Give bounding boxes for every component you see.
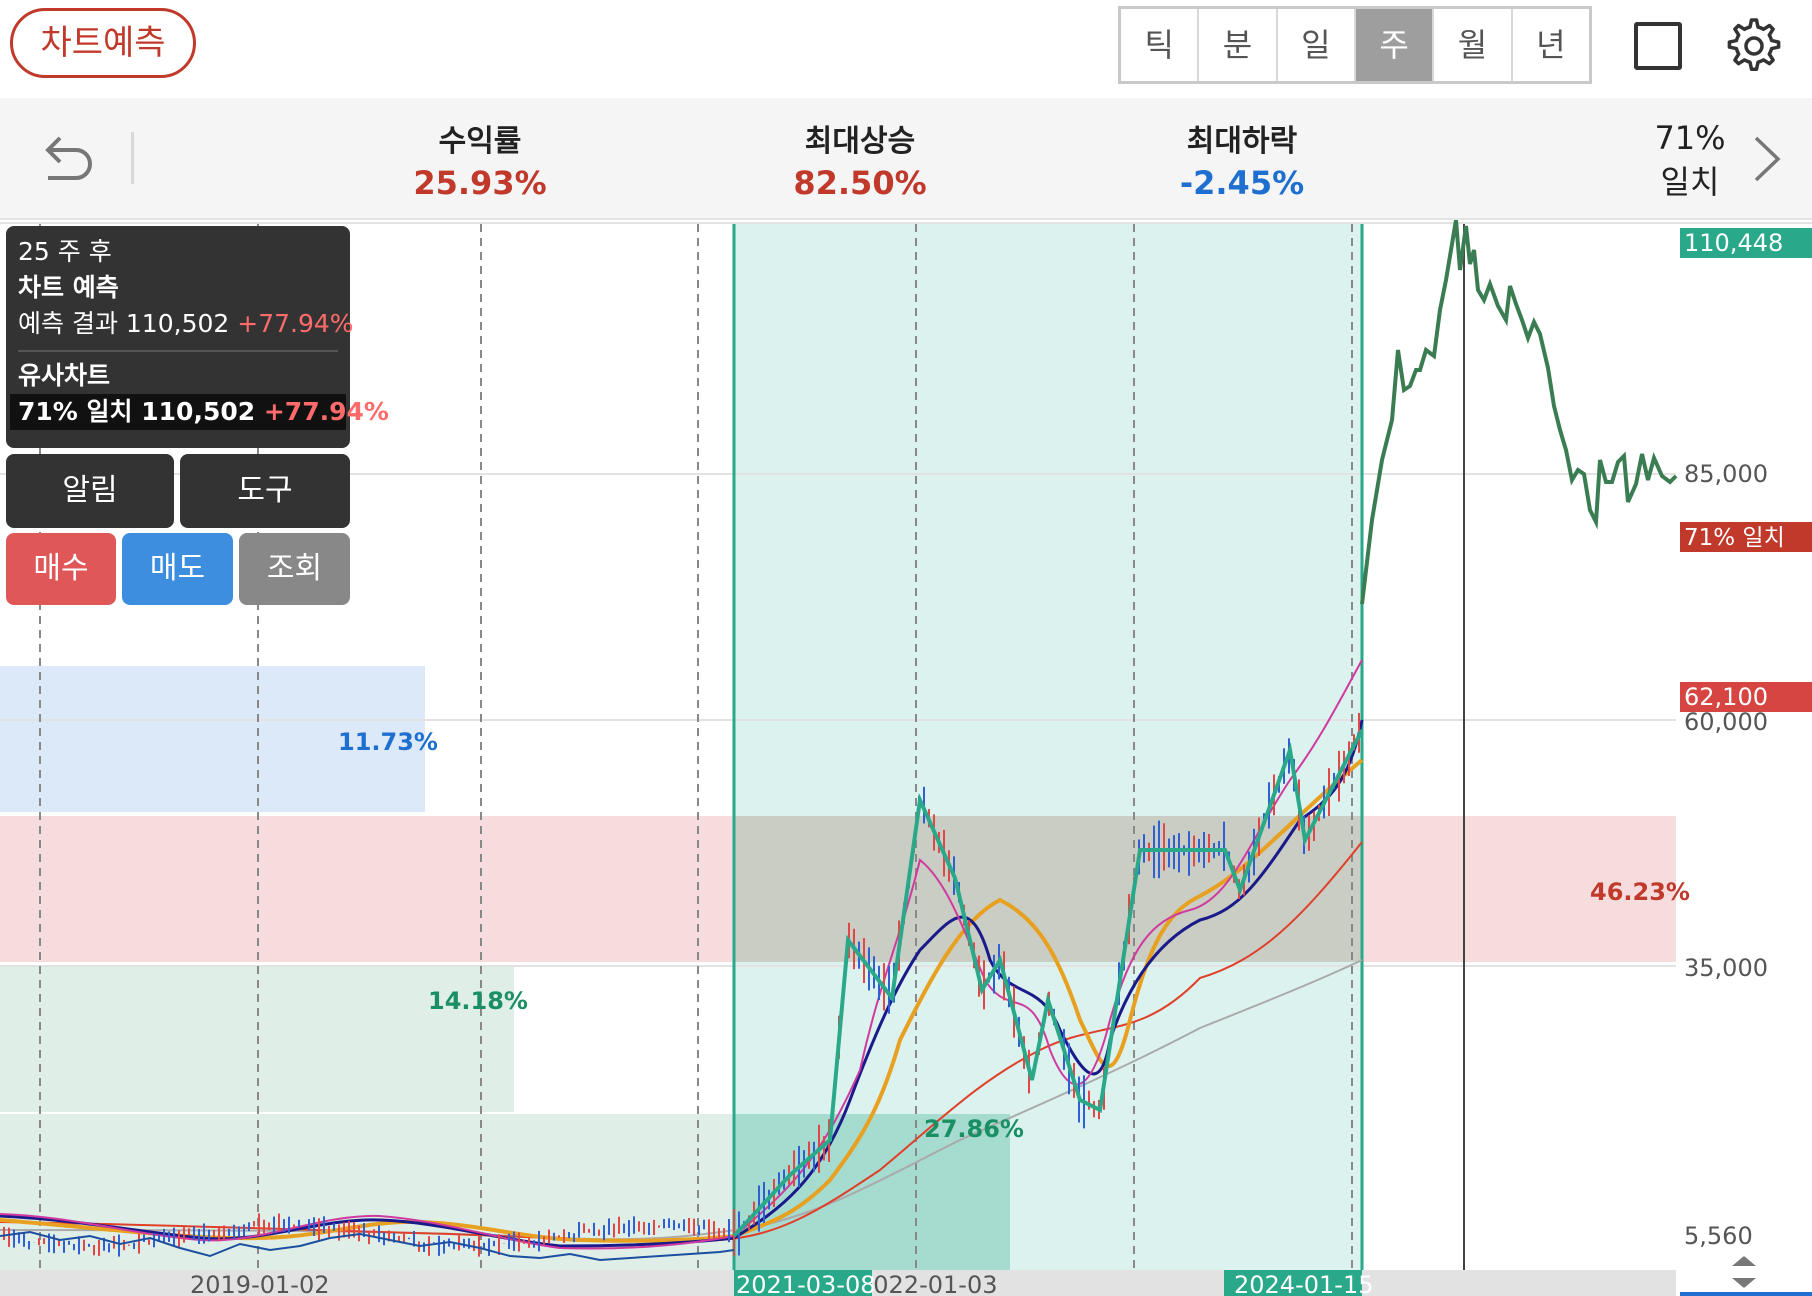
chart-predict-button[interactable]: 차트예측 — [10, 8, 196, 78]
buy-button[interactable]: 매수 — [6, 533, 116, 605]
match-percent: 71% — [1654, 119, 1726, 157]
match-tag: 71% 일치 — [1684, 525, 1785, 551]
x-label-2019: 2019-01-02 — [190, 1271, 329, 1296]
similar-match: 71% 일치 — [18, 397, 133, 426]
result-change: +77.94% — [237, 309, 354, 338]
similar-result-row: 71% 일치 110,502 +77.94% — [10, 394, 389, 430]
match-tag-bg — [1680, 522, 1812, 552]
period-tab-week[interactable]: 주 — [1355, 9, 1435, 81]
prediction-title: 차트 예측 — [18, 273, 119, 302]
max-rise-label: 최대상승 — [804, 124, 916, 159]
result-label: 예측 결과 — [18, 309, 118, 338]
top-price-tag-bg — [1680, 228, 1812, 258]
period-tab-minute[interactable]: 분 — [1199, 9, 1278, 81]
x-label-start: 2021-03-08 — [736, 1271, 875, 1296]
fullscreen-square-icon[interactable] — [1634, 22, 1682, 70]
max-rise-value: 82.50% — [793, 164, 927, 202]
match-indicator[interactable]: 71% 일치 — [1620, 116, 1760, 204]
max-fall-stat: 최대하락 -2.45% — [1112, 116, 1372, 202]
current-price-tag: 62,100 — [1684, 683, 1768, 711]
result-value: 110,502 — [125, 309, 230, 338]
chevron-right-icon[interactable] — [1750, 134, 1784, 184]
return-stat: 수익률 25.93% — [350, 116, 610, 202]
period-selector: 틱 분 일 주 월 년 — [1118, 6, 1592, 84]
chart-area[interactable]: 110,448 85,000 71% 일치 60,000 62,100 35,0… — [0, 220, 1812, 1296]
axis-label-35000: 35,000 — [1684, 954, 1768, 982]
similar-period-zone — [734, 224, 1362, 1270]
weeks-after: 25 주 후 — [18, 237, 112, 266]
ma10-line — [0, 719, 1364, 1248]
axis-label-5560: 5,560 — [1684, 1222, 1753, 1250]
period-tab-month[interactable]: 월 — [1434, 9, 1513, 81]
axis-label-60000: 60,000 — [1684, 708, 1768, 736]
similar-value: 110,502 — [141, 397, 256, 426]
similar-title: 유사차트 — [18, 361, 111, 390]
similar-change: +77.94% — [263, 397, 389, 426]
price-line-history — [0, 1230, 735, 1262]
x-label-2022: 2022-01-03 — [858, 1271, 997, 1296]
sell-button[interactable]: 매도 — [122, 533, 233, 605]
similar-chart-line — [1360, 220, 1678, 605]
match-label: 일치 — [1660, 163, 1720, 201]
stats-bar: 수익률 25.93% 최대상승 82.50% 최대하락 -2.45% 71% 일… — [0, 98, 1812, 220]
zone-blue — [0, 666, 425, 812]
tool-button[interactable]: 도구 — [180, 454, 350, 528]
price-chart[interactable]: 110,448 85,000 71% 일치 60,000 62,100 35,0… — [0, 220, 1812, 1296]
annotation-green-lower: 27.86% — [924, 1115, 1024, 1143]
period-tab-year[interactable]: 년 — [1536, 26, 1566, 64]
undo-icon[interactable] — [36, 128, 98, 188]
annotation-red: 46.23% — [1590, 878, 1690, 906]
annotation-blue: 11.73% — [338, 728, 438, 756]
axis-scale-handle[interactable] — [1680, 1256, 1812, 1296]
return-value: 25.93% — [413, 164, 547, 202]
axis-label-85000: 85,000 — [1684, 460, 1768, 488]
prediction-result-row: 예측 결과 110,502 +77.94% — [18, 306, 354, 342]
return-label: 수익률 — [438, 124, 522, 159]
alarm-button[interactable]: 알림 — [6, 454, 174, 528]
x-label-start-bg — [734, 1270, 872, 1296]
x-label-end: 2024-01-15 — [1234, 1271, 1373, 1296]
info-divider — [18, 350, 338, 352]
gear-icon[interactable] — [1724, 16, 1784, 76]
period-tab-day[interactable]: 일 — [1278, 9, 1356, 81]
x-label-end-bg — [1224, 1270, 1362, 1296]
max-rise-stat: 최대상승 82.50% — [730, 116, 990, 202]
divider — [131, 132, 134, 184]
annotation-green-upper: 14.18% — [428, 987, 528, 1015]
overlap-zone — [734, 816, 1362, 962]
current-price-tag-bg — [1680, 682, 1812, 712]
prediction-info-panel: 25 주 후 차트 예측 예측 결과 110,502 +77.94% 유사차트 … — [6, 226, 389, 448]
period-tab-tick[interactable]: 틱 — [1121, 9, 1200, 81]
view-button[interactable]: 조회 — [239, 533, 350, 605]
max-fall-value: -2.45% — [1179, 164, 1305, 202]
top-price-tag: 110,448 — [1684, 229, 1783, 257]
pattern-zigzag — [732, 729, 1364, 1238]
max-fall-label: 최대하락 — [1186, 124, 1298, 159]
zone-red — [0, 816, 1676, 962]
top-toolbar: 차트예측 틱 분 일 주 월 년 — [0, 0, 1812, 98]
